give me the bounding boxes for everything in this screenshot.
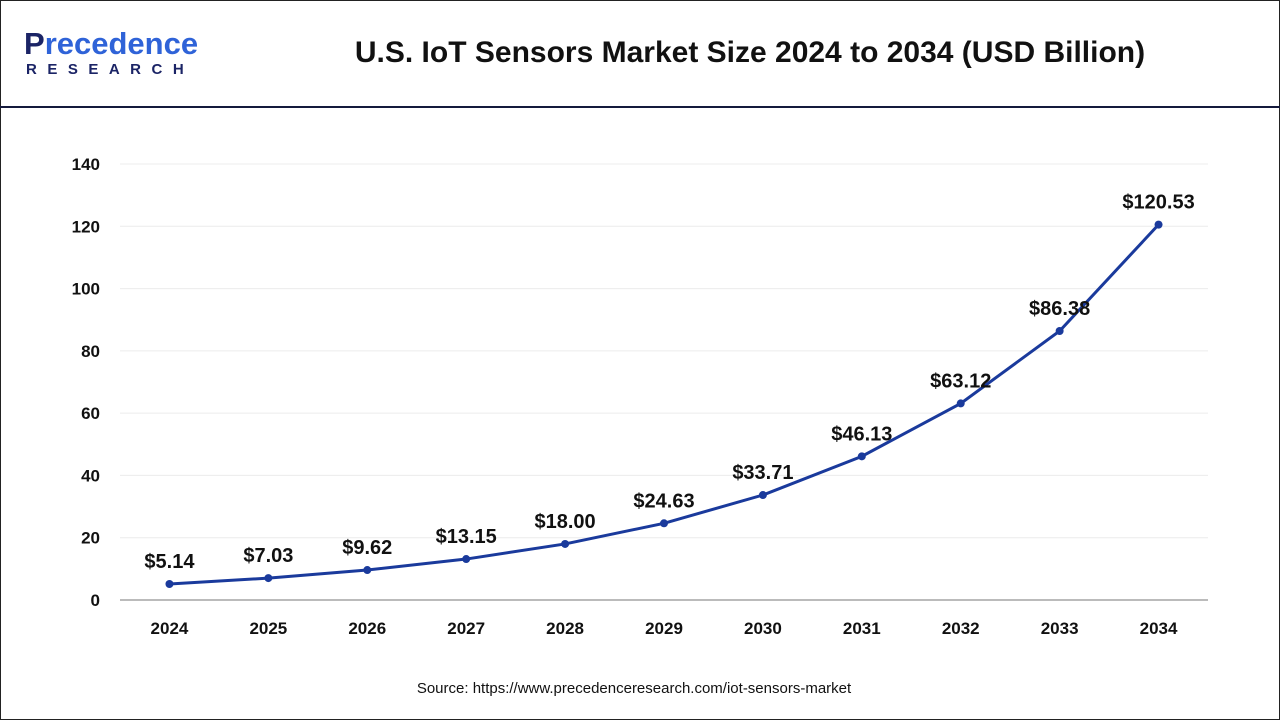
data-label: $33.71 [732,462,793,484]
data-point [462,555,471,564]
y-tick-label: 100 [72,280,100,299]
data-point [758,491,767,500]
source-text: Source: https://www.precedenceresearch.c… [416,680,852,697]
x-tick-label: 2027 [447,619,485,638]
data-point [956,399,965,408]
y-tick-label: 40 [81,466,100,485]
data-point [363,566,372,575]
data-label: $46.13 [831,423,892,445]
data-label: $18.00 [535,511,596,533]
data-label: $24.63 [633,490,694,512]
x-tick-label: 2024 [151,619,189,638]
data-label: $63.12 [930,370,991,392]
y-tick-label: 140 [72,155,100,174]
data-label: $5.14 [144,551,195,573]
header: Precedence RESEARCH U.S. IoT Sensors Mar… [0,0,1280,108]
data-point [1055,326,1064,335]
x-tick-label: 2029 [645,619,683,638]
data-point [857,452,866,461]
series-line [169,223,1160,586]
data-label: $7.03 [243,545,293,567]
x-tick-label: 2030 [744,619,782,638]
x-tick-label: 2034 [1140,619,1178,638]
data-label: $120.53 [1122,192,1194,214]
y-tick-label: 60 [81,404,100,423]
x-tick-label: 2032 [942,619,980,638]
data-point [561,539,570,548]
data-point [660,519,668,528]
logo-text: Precedence [24,26,199,61]
data-point [264,574,273,583]
data-label: $13.15 [436,526,497,548]
x-tick-label: 2031 [843,619,881,638]
x-tick-label: 2025 [249,619,287,638]
x-tick-label: 2033 [1041,619,1079,638]
logo-subtext: RESEARCH [26,61,195,78]
y-tick-label: 20 [81,529,100,548]
y-tick-label: 0 [91,591,100,610]
x-tick-label: 2028 [546,619,584,638]
precedence-research-logo: Precedence RESEARCH [24,28,198,78]
data-label: $86.38 [1029,298,1090,320]
x-tick-label: 2026 [348,619,386,638]
data-point [165,579,174,588]
chart-title: U.S. IoT Sensors Market Size 2024 to 203… [354,36,1146,69]
data-point [1154,220,1163,229]
y-tick-label: 80 [81,342,100,361]
y-tick-label: 120 [72,217,100,236]
data-label: $9.62 [342,537,392,559]
